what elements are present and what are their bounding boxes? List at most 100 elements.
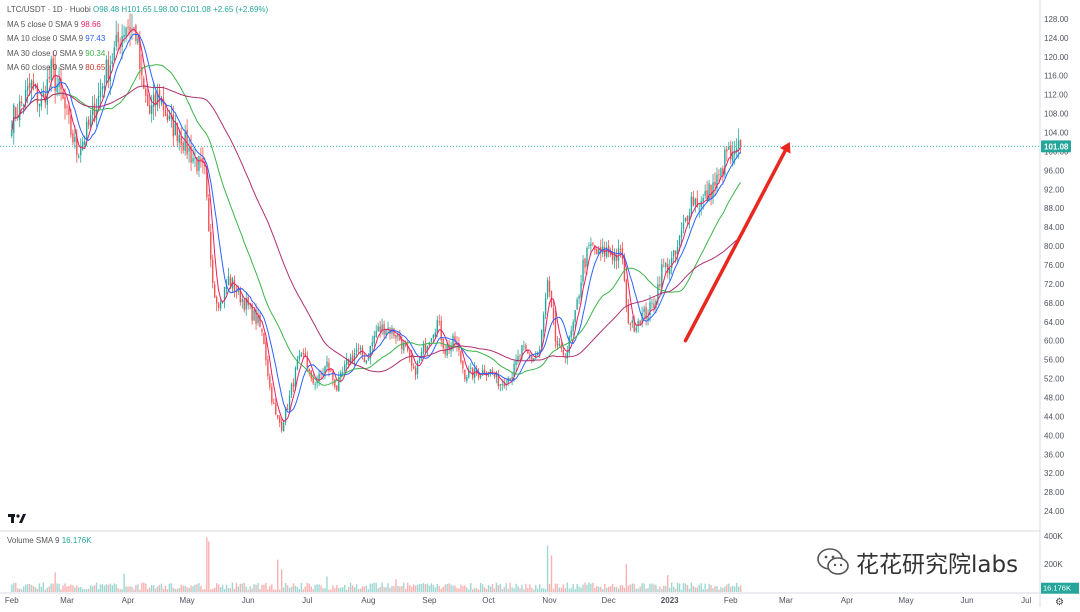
price-tick-label: 56.00 [1044,356,1065,365]
volume-bar [483,587,486,592]
candle-body [245,298,247,310]
candle-body [399,333,401,341]
candle-body [170,115,173,119]
candle-body [387,327,389,330]
volume-bar [119,589,121,592]
candle-body [714,181,716,186]
candle-body [409,351,411,357]
price-tick-label: 32.00 [1044,469,1065,478]
volume-bar [158,584,161,592]
candle-body [631,320,633,324]
volume-bar [304,586,306,592]
ma30-value: 90.34 [85,48,106,58]
candle-body [462,360,464,369]
volume-bar [24,584,27,592]
volume-tick-label: 400K [1044,532,1063,541]
candle-body [328,362,330,372]
ma10-legend[interactable]: MA 10 close 0 SMA 9 97.43 [7,32,268,47]
candle-body [107,59,110,79]
candle-body [349,356,352,365]
candle-body [284,407,287,423]
volume-bar [497,585,500,592]
ohlc-values: O98.48 H101.65 L98.00 C101.08 +2.65 (+2.… [92,5,269,14]
symbol-label[interactable]: LTC/USDT · 1D · Huobi [7,5,91,14]
candle-body [619,248,622,250]
candle-body [227,275,230,285]
candle-body [598,248,600,255]
volume-bar [164,585,167,592]
volume-bar [141,582,143,592]
ma5-legend[interactable]: MA 5 close 0 SMA 9 98.66 [7,18,268,33]
candle-body [497,373,500,387]
candle-body [635,327,637,332]
volume-bar [661,588,663,592]
candle-body [316,380,318,384]
volume-bar [562,584,565,592]
candle-body [568,336,570,353]
volume-bar [383,587,385,592]
tradingview-logo-icon[interactable] [8,513,26,525]
price-tick-label: 104.00 [1044,129,1069,138]
volume-bar [698,584,700,592]
volume-bar [426,583,429,592]
volume-bar [385,587,387,592]
candle-body [101,86,104,91]
volume-bar [416,584,419,592]
volume-bar [255,584,257,592]
candle-body [708,183,710,202]
volume-bar [730,586,732,592]
volume-bar [326,576,328,592]
ma5-value: 98.66 [80,19,101,29]
volume-bar [570,588,572,592]
candle-body [501,383,503,385]
volume-bar [542,588,545,592]
candle-body [38,103,41,107]
candle-body [373,336,375,344]
volume-bar [651,583,653,592]
candle-body [60,78,62,90]
volume-legend[interactable]: Volume SMA 9 16.176K [7,536,92,545]
trend-arrow-line [683,149,787,343]
candle-body [704,191,706,196]
volume-bar [655,584,657,592]
candle-body [556,340,559,346]
volume-bar [147,588,149,592]
volume-bar [363,586,366,592]
candle-body [219,300,222,309]
moving-average-line [11,85,741,373]
volume-bar [387,583,389,592]
volume-bar [643,583,645,592]
candle-body [253,309,255,321]
candle-body [513,363,515,377]
candle-body [48,76,50,79]
settings-gear-icon[interactable]: ⚙ [1055,597,1064,608]
ma60-legend[interactable]: MA 60 close 0 SMA 9 80.65 [7,61,268,76]
volume-bar [178,587,180,592]
volume-bar [13,582,15,592]
volume-bar [718,589,720,592]
candle-body [617,248,620,262]
candle-body [732,152,734,162]
volume-bar [235,582,238,592]
ma30-legend[interactable]: MA 30 close 0 SMA 9 90.34 [7,47,268,62]
volume-bar [288,587,291,592]
volume-bar [381,582,383,592]
candle-body [87,119,90,126]
candle-body [552,307,555,320]
candle-body [724,149,726,175]
time-tick-label: Jul [1021,596,1031,605]
volume-bar [284,582,287,592]
volume-value: 16.176K [61,536,92,545]
volume-bar [176,588,178,592]
candle-body [36,85,39,104]
volume-bar [682,582,685,592]
candle-body [531,356,533,362]
volume-bar [44,589,46,592]
candle-body [367,358,370,360]
candle-body [637,320,639,327]
candle-body [296,359,299,369]
volume-bar [338,588,340,592]
volume-bar [298,588,301,592]
